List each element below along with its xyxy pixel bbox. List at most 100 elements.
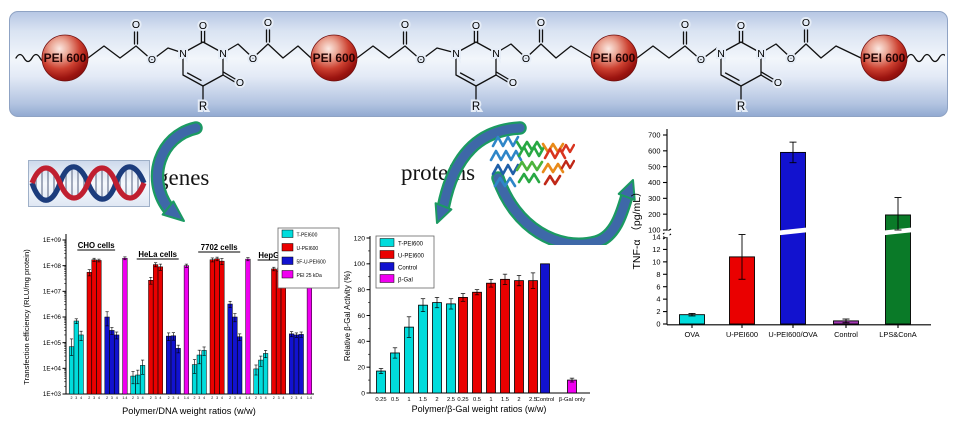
svg-text:O: O: [802, 17, 810, 29]
x-tick-label: 0.25: [457, 397, 468, 403]
bar: [148, 280, 154, 395]
x-tick-label: 4: [239, 396, 241, 400]
bar: [201, 350, 207, 395]
bar: [166, 335, 172, 395]
y-tick-label: 700: [648, 131, 660, 140]
svg-text:O: O: [249, 53, 257, 65]
chemical-bonds: [15, 29, 945, 100]
x-tick-label: 3: [295, 396, 297, 400]
x-tick-label: 2: [255, 396, 257, 400]
legend-swatch: [379, 238, 395, 247]
bar: [540, 263, 550, 394]
protein-structure-image: [489, 135, 575, 188]
bar: [263, 353, 269, 395]
x-tick-label: 1.4: [245, 396, 250, 400]
uracil-ring: [182, 41, 224, 87]
bar: [78, 334, 84, 395]
y-tick-label: 2: [656, 307, 660, 316]
x-category-label: LPS&ConA: [879, 330, 916, 339]
x-tick-label: 1.4: [307, 396, 312, 400]
x-tick-label: 2: [435, 397, 438, 403]
x-tick-label: 0.5: [391, 397, 399, 403]
svg-text:O: O: [199, 20, 207, 32]
legend-swatch: [379, 250, 395, 259]
y-tick-label: 1E+08: [43, 263, 62, 270]
protein-ribbon-coil: [489, 149, 523, 162]
protein-ribbon-coil: [560, 143, 575, 154]
cell-group-label: CHO cells: [78, 241, 115, 250]
svg-text:N: N: [179, 48, 187, 60]
x-tick-label: 2: [106, 396, 108, 400]
y-tick-label: 1E+07: [43, 289, 62, 296]
x-tick-label: 3: [111, 396, 113, 400]
svg-text:O: O: [787, 53, 795, 65]
wavy-terminus: [906, 53, 945, 63]
svg-text:O: O: [401, 19, 409, 31]
x-tick-label: 4: [203, 396, 205, 400]
x-axis-title: Polymer/DNA weight ratios (w/w): [122, 406, 256, 416]
x-tick-label: 4: [265, 396, 267, 400]
bar-axis-break: [884, 227, 912, 236]
uracil-ring: [455, 41, 497, 87]
protein-ribbon-coil: [515, 160, 544, 172]
legend-swatch: [281, 256, 294, 265]
bar: [280, 272, 286, 395]
bar: [183, 265, 189, 395]
protein-ribbon-coil: [491, 163, 520, 176]
pei600-sphere: [41, 34, 89, 82]
bar: [271, 268, 277, 395]
svg-text:O: O: [697, 54, 705, 66]
bar-group: 2 3 4 2 3 4 2 3 4 1.4: [191, 256, 251, 400]
protein-ribbon-coil: [493, 176, 517, 188]
x-tick-label: 1.5: [501, 397, 509, 403]
bar: [96, 260, 102, 395]
legend: T-PEI600 U-PEI600 5F-U-PEI600 PEI 25 kDa: [277, 227, 340, 289]
bar: [153, 264, 159, 395]
svg-text:O: O: [148, 54, 156, 66]
y-tick-label: 80: [357, 287, 365, 294]
x-tick-label: 1: [407, 397, 410, 403]
x-tick-label: 4: [116, 396, 118, 400]
y-tick-label: 20: [357, 365, 365, 372]
bar: [122, 257, 128, 395]
chart-tnf-alpha: 100 200 300 400 500 600 700 0 2 4 6 8 10 12 14 OVA U-PEI…: [631, 129, 931, 339]
bar: [472, 291, 482, 394]
y-tick-label: 12: [652, 245, 660, 254]
x-tick-label: 2: [229, 396, 231, 400]
x-tick-label: 2: [168, 396, 170, 400]
bar: [390, 352, 400, 394]
bar: [104, 316, 110, 395]
y-tick-label: 8: [656, 270, 660, 279]
x-tick-label: 2: [291, 396, 293, 400]
x-tick-label: 0.5: [473, 397, 481, 403]
y-tick-label: 0: [361, 390, 365, 397]
x-axis-title: Polymer/β-Gal weight ratios (w/w): [412, 404, 547, 414]
x-category-label: Control: [834, 330, 858, 339]
protein-ribbon-coil: [491, 135, 520, 148]
protein-ribbon-coil: [541, 162, 565, 174]
y-tick-label: 0: [656, 320, 660, 329]
bar: [237, 336, 243, 395]
y-tick-label: 60: [357, 313, 365, 320]
x-tick-label: 1: [489, 397, 492, 403]
y-axis-title: TNF-α （pg/mL）: [631, 186, 643, 269]
axes: [662, 129, 931, 328]
x-tick-label: 1.5: [419, 397, 427, 403]
y-tick-label: 1E+06: [43, 314, 62, 321]
x-tick-label: β-Gal only: [559, 397, 586, 403]
bar: [376, 370, 386, 394]
svg-text:R: R: [472, 101, 480, 113]
svg-text:O: O: [264, 17, 272, 29]
x-category-label: U-PEI600: [726, 330, 758, 339]
chart-transfection-efficiency: 1E+03 1E+04 1E+05 1E+06 1E+07 1E+08 1E+09 Trans…: [22, 227, 340, 416]
bar: [232, 316, 238, 395]
x-tick-label: 3: [216, 396, 218, 400]
pei600-sphere-label: PEI 600: [863, 51, 906, 65]
y-tick-label: 200: [648, 210, 660, 219]
bar: [293, 334, 299, 395]
x-tick-label: 4: [159, 396, 161, 400]
legend-label: T-PEI600: [297, 232, 318, 238]
bar: [514, 280, 524, 394]
bar-group: 2 3 4 2 3 4 2 3 4 1.4: [130, 262, 189, 400]
